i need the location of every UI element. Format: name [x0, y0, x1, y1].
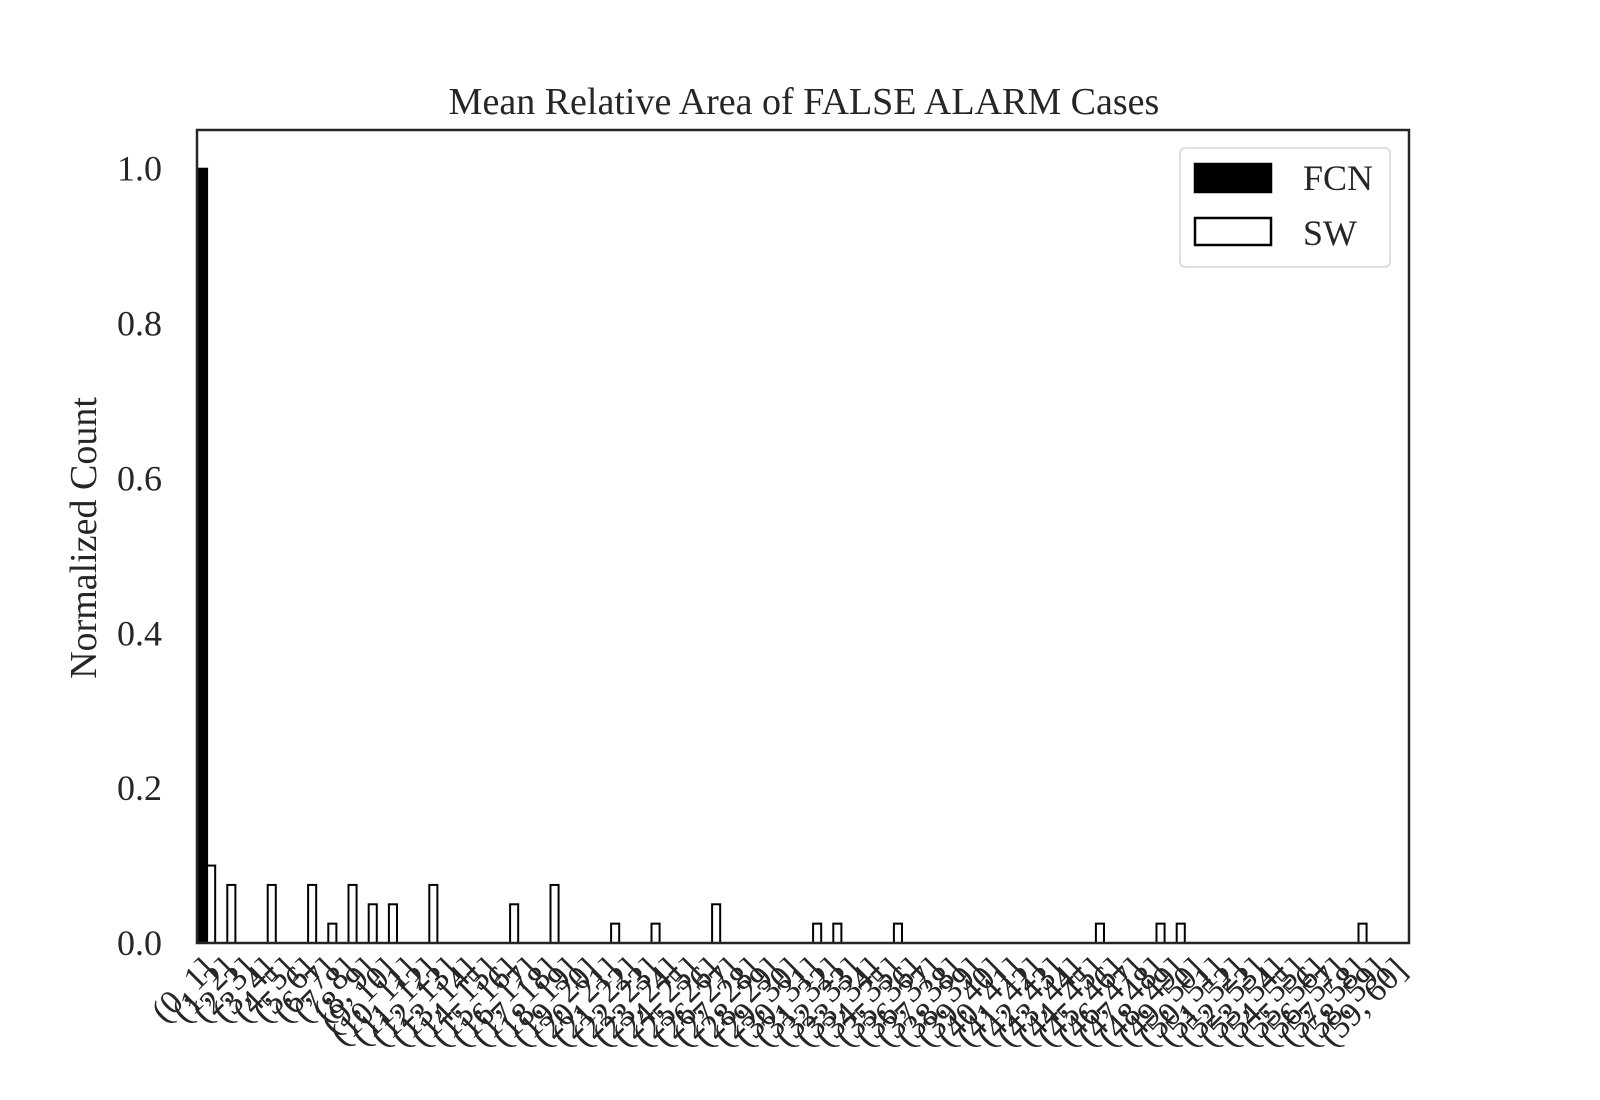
bar-sw-15: [509, 903, 520, 944]
y-tick-label-3: 0.6: [117, 458, 162, 498]
bar-sw-20: [610, 922, 621, 945]
y-tick-label-5: 1.0: [117, 149, 162, 189]
legend-label-sw: SW: [1303, 213, 1357, 253]
bar-sw-57: [1357, 922, 1368, 945]
bars: [198, 167, 1368, 945]
y-tick-label-2: 0.4: [117, 613, 162, 653]
bar-sw-25: [711, 903, 722, 944]
y-axis-label: Normalized Count: [63, 397, 105, 679]
bar-sw-3: [266, 883, 277, 944]
legend-swatch-sw: [1193, 216, 1273, 247]
bar-sw-8: [367, 903, 378, 944]
legend: FCN SW: [1179, 147, 1391, 268]
bar-sw-5: [307, 883, 318, 944]
y-tick-label-0: 0.0: [117, 923, 162, 963]
bar-sw-47: [1155, 922, 1166, 945]
bar-sw-11: [428, 883, 439, 944]
bar-sw-31: [832, 922, 843, 945]
bar-sw-6: [327, 922, 338, 945]
bar-sw-0: [206, 864, 217, 945]
legend-swatch-fcn: [1193, 162, 1273, 194]
legend-label-fcn: FCN: [1303, 158, 1373, 198]
bar-sw-34: [892, 922, 903, 945]
y-tick-label-4: 0.8: [117, 304, 162, 344]
bar-sw-1: [226, 883, 237, 944]
bar-sw-17: [549, 883, 560, 944]
y-tick-label-1: 0.2: [117, 768, 162, 808]
bar-sw-22: [650, 922, 661, 945]
bar-sw-44: [1094, 922, 1105, 945]
bar-fcn-0: [198, 167, 209, 944]
bar-sw-7: [347, 883, 358, 944]
y-axis-ticks: 0.0 0.2 0.4 0.6 0.8 1.0: [117, 149, 162, 963]
plot-frame: [195, 128, 1411, 945]
chart-title: Mean Relative Area of FALSE ALARM Cases: [449, 81, 1160, 123]
bar-sw-48: [1175, 922, 1186, 945]
bar-sw-30: [812, 922, 823, 945]
x-axis-ticks: (0, 1](1, 2](2, 3](3, 4](4, 5](5, 6](6, …: [145, 951, 1415, 1053]
bar-sw-9: [387, 903, 398, 944]
